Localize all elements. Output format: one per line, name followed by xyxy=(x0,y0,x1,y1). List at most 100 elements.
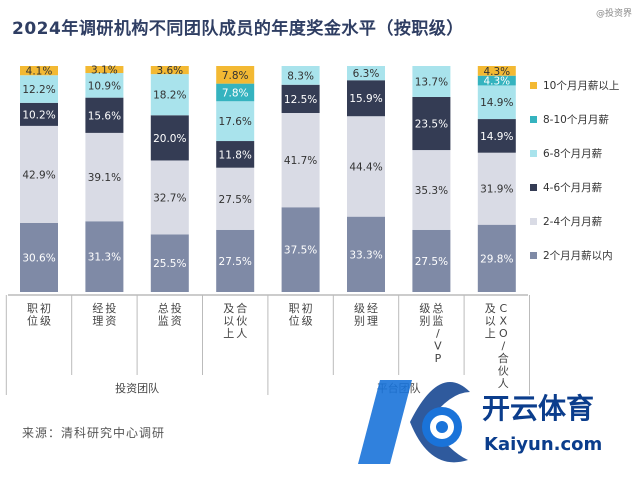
data-label: 18.2% xyxy=(153,90,186,102)
data-label: 44.4% xyxy=(349,161,382,173)
category-label-char: 级 xyxy=(419,302,430,315)
bar-segment xyxy=(281,84,320,114)
brand-logo-url: Kaiyun.com xyxy=(484,434,602,455)
category-label-char: 理 xyxy=(367,315,378,328)
data-label: 4.1% xyxy=(26,66,53,78)
legend-entry: 2-4个月月薪 xyxy=(543,216,603,228)
bar-segment xyxy=(477,66,516,76)
bar-segment xyxy=(412,229,451,292)
bar-segment xyxy=(281,66,320,85)
bar-segment xyxy=(150,115,189,161)
data-label: 12.5% xyxy=(284,94,317,106)
category-label-char: 位 xyxy=(289,314,300,328)
category-label-char: 级 xyxy=(354,302,365,315)
data-label: 35.3% xyxy=(415,185,448,197)
category-axis-layer: 职位初级经理投资总监投资及以上合伙人职位初级级别经理级别总监/VP及以上CXO/… xyxy=(5,294,530,395)
data-label: 4.3% xyxy=(483,66,510,78)
legend: 10个月月薪以上 8-10个月月薪 6-8个月月薪 4-6个月月薪 2-4个月月薪 2个月… xyxy=(530,80,619,262)
bar-segment xyxy=(85,97,124,133)
bar-segment xyxy=(347,116,385,217)
category-label-char: 经 xyxy=(367,302,378,315)
category-label-char: 及 xyxy=(223,302,234,315)
data-label: 30.6% xyxy=(22,252,55,264)
data-label: 15.6% xyxy=(88,110,121,122)
group-label: 投资团队 xyxy=(115,381,159,395)
data-label: 37.5% xyxy=(284,245,317,257)
legend-entry: 2个月月薪以内 xyxy=(543,249,613,262)
data-label: 7.8% xyxy=(222,70,249,82)
category-label-char: 经 xyxy=(92,302,103,315)
category-label-char: 级 xyxy=(302,315,313,328)
data-label: 17.6% xyxy=(219,116,252,128)
category-label-char: 资 xyxy=(171,315,182,328)
data-labels-layer: 30.6% 42.9% 10.2% 12.2% 4.1% 31.3% 39.1% 15.6% 1… xyxy=(22,65,513,271)
legend-swatch xyxy=(530,184,537,191)
data-label: 31.9% xyxy=(480,184,513,196)
data-label: 31.3% xyxy=(88,252,121,264)
data-label: 29.8% xyxy=(480,253,513,265)
category-label-char: V xyxy=(434,340,442,353)
category-label-char: 级 xyxy=(40,315,51,328)
bar-segment xyxy=(477,75,516,86)
legend-entry: 10个月月薪以上 xyxy=(543,80,619,92)
data-label: 12.2% xyxy=(22,84,55,96)
bar-segment xyxy=(85,221,124,292)
watermark-text: @投资界 xyxy=(595,9,632,19)
bar-segment xyxy=(477,119,516,153)
data-label: 10.2% xyxy=(22,109,55,121)
bar-segment xyxy=(347,80,385,117)
data-label: 42.9% xyxy=(22,169,55,181)
bar-segment xyxy=(477,85,516,120)
category-label-char: 资 xyxy=(105,315,116,328)
data-label: 25.5% xyxy=(153,258,186,270)
bar-segment xyxy=(20,125,58,223)
data-label: 27.5% xyxy=(219,194,252,206)
bar-segment xyxy=(281,207,320,292)
category-label-char: 以 xyxy=(485,315,496,328)
brand-logo-mark-icon xyxy=(358,380,470,464)
legend-swatch xyxy=(530,116,537,123)
category-label-char: 理 xyxy=(92,315,103,328)
bar-segment xyxy=(150,74,189,116)
legend-entry: 6-8个月月薪 xyxy=(543,148,603,160)
bar-segment xyxy=(20,75,58,103)
category-label-char: 上 xyxy=(485,327,496,340)
category-label-char: O xyxy=(499,327,508,340)
category-label-char: 监 xyxy=(158,315,169,328)
bar-segment xyxy=(216,83,255,102)
data-label: 14.9% xyxy=(480,97,513,109)
data-label: 39.1% xyxy=(88,172,121,184)
bar-segment xyxy=(216,167,255,230)
bar-segment xyxy=(20,102,58,126)
bars-layer xyxy=(20,66,516,292)
bar-segment xyxy=(412,96,451,151)
category-label-char: X xyxy=(500,315,508,328)
data-label: 41.7% xyxy=(284,155,317,167)
source-note: 来源：清科研究中心调研 xyxy=(22,426,166,440)
data-label: 23.5% xyxy=(415,119,448,131)
bar-segment xyxy=(216,141,255,168)
data-label: 10.9% xyxy=(88,80,121,92)
category-label-char: 合 xyxy=(236,301,247,315)
bar-segment xyxy=(150,234,189,292)
data-label: 27.5% xyxy=(219,256,252,268)
category-label-char: 职 xyxy=(27,302,38,315)
bar-segment xyxy=(477,224,516,292)
category-label-char: P xyxy=(435,352,442,365)
category-label-char: 及 xyxy=(485,302,496,315)
bar-segment xyxy=(20,222,58,292)
bar-segment xyxy=(85,66,124,74)
category-label-char: 投 xyxy=(105,301,116,315)
bar-segment xyxy=(150,160,189,235)
data-label: 6.3% xyxy=(353,68,380,80)
brand-logo: 开云体育 Kaiyun.com xyxy=(358,380,602,464)
category-label-char: 伙 xyxy=(236,315,247,328)
bar-segment xyxy=(412,66,451,97)
data-label: 7.8% xyxy=(222,87,249,99)
category-label-char: 别 xyxy=(354,315,365,328)
legend-entry: 4-6个月月薪 xyxy=(543,182,603,194)
data-label: 32.7% xyxy=(153,192,186,204)
bar-segment xyxy=(347,216,385,292)
bar-segment xyxy=(150,66,189,75)
category-label-char: 别 xyxy=(419,315,430,328)
